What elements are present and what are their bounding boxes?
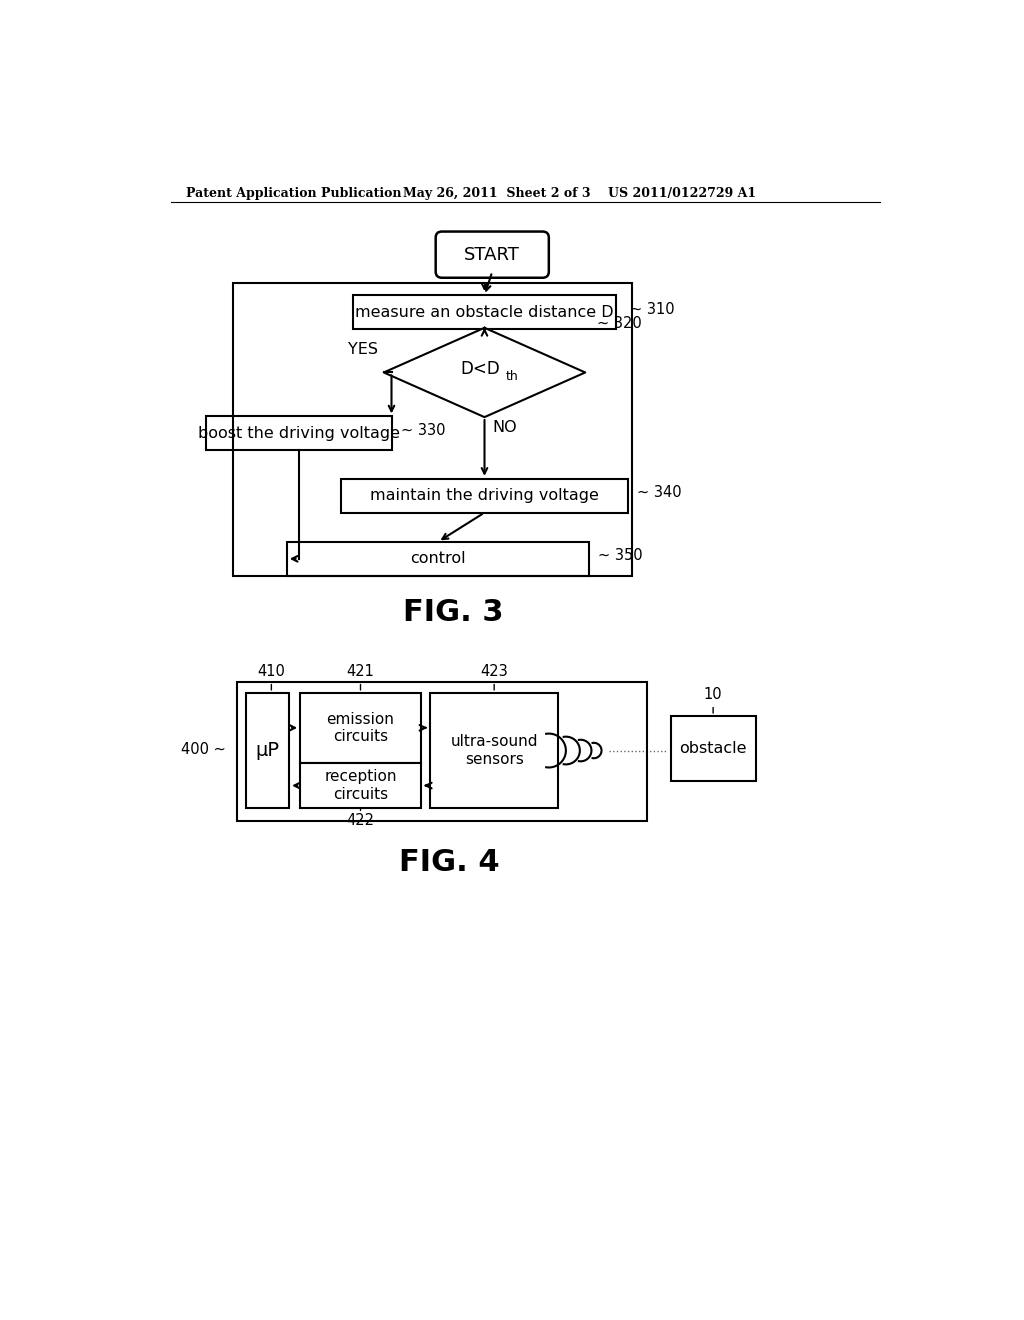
Bar: [206, 416, 391, 450]
Text: maintain the driving voltage: maintain the driving voltage: [370, 488, 599, 503]
Text: US 2011/0122729 A1: US 2011/0122729 A1: [608, 187, 757, 199]
Bar: [341, 479, 628, 512]
Bar: [300, 763, 421, 808]
Text: ~ 320: ~ 320: [597, 317, 642, 331]
Text: 10: 10: [703, 686, 723, 713]
Bar: [246, 693, 289, 808]
Text: emission
circuits: emission circuits: [327, 711, 394, 744]
Text: ~ 340: ~ 340: [637, 484, 682, 500]
Text: FIG. 4: FIG. 4: [399, 849, 500, 878]
Text: NO: NO: [493, 420, 517, 436]
Bar: [232, 284, 632, 576]
Text: START: START: [464, 246, 520, 264]
Text: th: th: [506, 370, 518, 383]
Text: control: control: [411, 552, 466, 566]
Text: FIG. 3: FIG. 3: [403, 598, 504, 627]
Text: 422: 422: [346, 808, 375, 828]
Bar: [300, 693, 421, 763]
Text: ~ 330: ~ 330: [400, 422, 445, 438]
Bar: [430, 693, 558, 808]
Text: 423: 423: [480, 664, 508, 690]
Text: D<D: D<D: [461, 359, 501, 378]
Bar: [237, 682, 647, 821]
FancyBboxPatch shape: [435, 231, 549, 277]
Text: 400 ~: 400 ~: [181, 742, 225, 758]
Text: boost the driving voltage: boost the driving voltage: [198, 426, 399, 441]
Text: obstacle: obstacle: [679, 741, 746, 756]
Text: measure an obstacle distance D: measure an obstacle distance D: [355, 305, 613, 319]
Bar: [287, 541, 589, 576]
Bar: [352, 296, 616, 330]
Text: 421: 421: [346, 664, 375, 690]
Text: May 26, 2011  Sheet 2 of 3: May 26, 2011 Sheet 2 of 3: [403, 187, 591, 199]
Text: Patent Application Publication: Patent Application Publication: [186, 187, 401, 199]
Bar: [671, 715, 756, 780]
Text: ~ 310: ~ 310: [630, 302, 675, 317]
Polygon shape: [384, 327, 586, 417]
Text: reception
circuits: reception circuits: [325, 770, 396, 801]
Text: ultra-sound
sensors: ultra-sound sensors: [451, 734, 538, 767]
Text: ~ 350: ~ 350: [598, 548, 643, 564]
Text: μP: μP: [256, 741, 280, 760]
Text: YES: YES: [347, 342, 378, 358]
Text: 410: 410: [257, 664, 286, 690]
